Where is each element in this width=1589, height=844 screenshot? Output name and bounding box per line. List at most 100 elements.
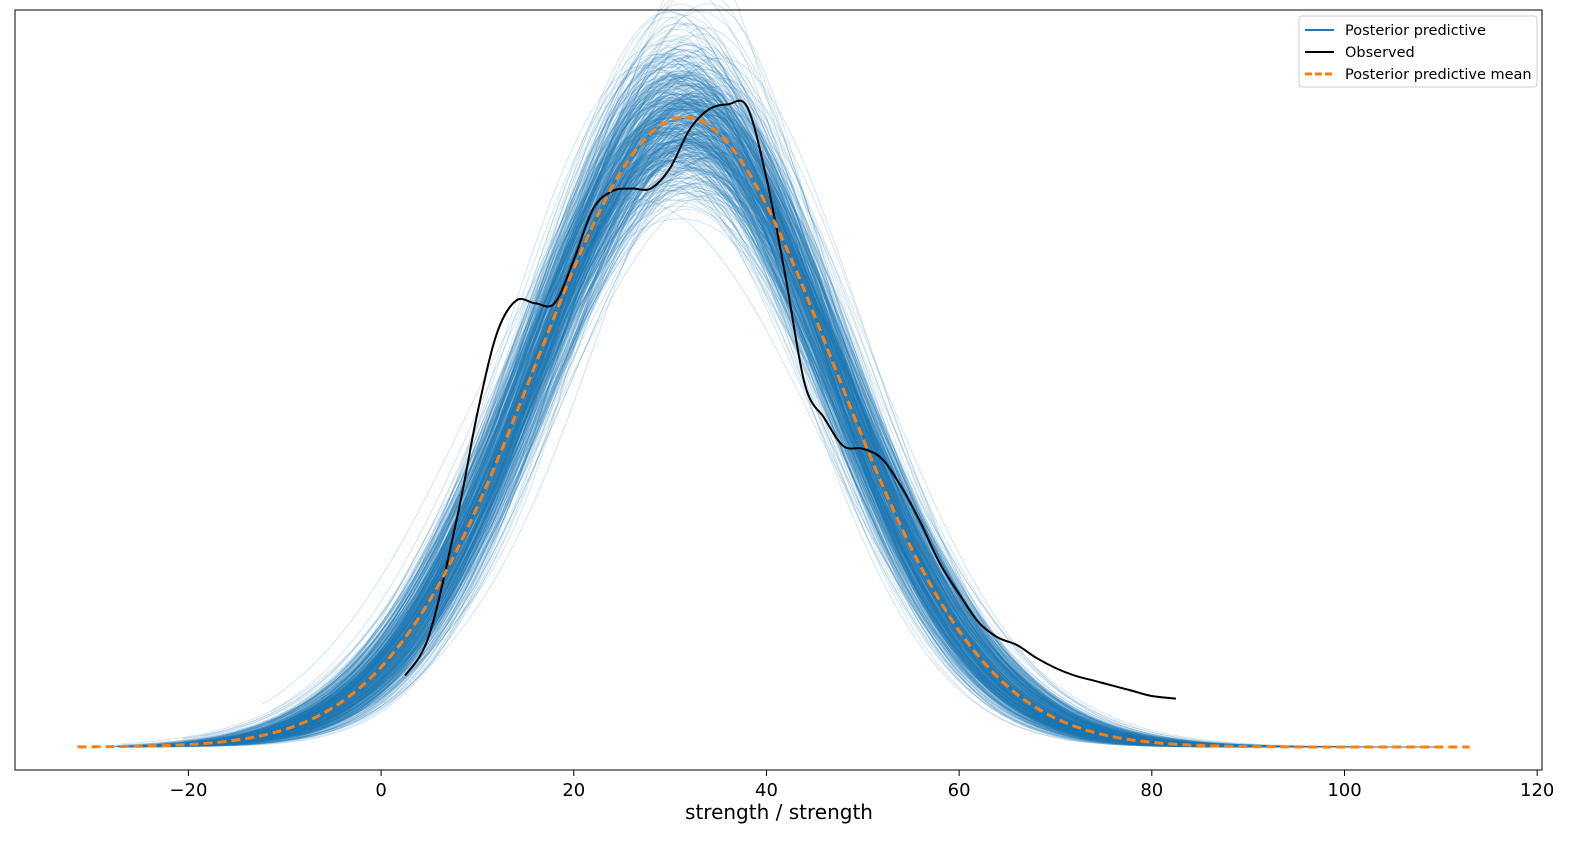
posterior-draw-line: [239, 159, 1204, 745]
legend-label-posterior-predictive: Posterior predictive: [1345, 23, 1486, 39]
posterior-draw-line: [282, 95, 1393, 748]
posterior-draw-line: [117, 56, 1263, 748]
posterior-draw-line: [234, 78, 1256, 748]
posterior-draw-line: [127, 145, 1397, 748]
posterior-draw-line: [177, 152, 1347, 748]
posterior-draw-line: [289, 113, 1309, 748]
x-tick-label: 20: [562, 780, 585, 801]
posterior-draw-line: [130, 131, 1203, 748]
posterior-draw-line: [225, 139, 1424, 748]
posterior-draw-line: [213, 76, 1206, 747]
posterior-draw-line: [259, 92, 1206, 746]
posterior-draw-line: [249, 120, 1248, 747]
posterior-draw-line: [220, 94, 1420, 748]
posterior-draw-line: [217, 91, 1330, 748]
posterior-draw-line: [148, 102, 1246, 747]
posterior-draw-line: [151, 126, 1280, 748]
posterior-draw-line: [302, 10, 1226, 748]
posterior-draw-line: [233, 56, 1241, 748]
posterior-draw-line: [245, 111, 1399, 748]
posterior-draw-line: [300, 126, 1271, 748]
posterior-draw-line: [155, 139, 1285, 748]
x-tick-label: −20: [169, 780, 207, 801]
posterior-draw-line: [195, 106, 1205, 747]
posterior-draw-line: [259, 155, 1253, 747]
posterior-draw-line: [117, 131, 1348, 748]
posterior-draw-line: [207, 159, 1296, 748]
posterior-draw-line: [267, 69, 1398, 748]
posterior-draw-line: [166, 70, 1272, 748]
posterior-draw-line: [176, 48, 1276, 748]
posterior-draw-line: [222, 96, 1206, 747]
posterior-draw-line: [224, 122, 1289, 748]
posterior-draw-line: [202, 91, 1228, 748]
posterior-draw-line: [231, 129, 1378, 748]
posterior-draw-line: [218, 171, 1244, 747]
posterior-draw-line: [291, 3, 1264, 748]
posterior-draw-line: [275, 74, 1298, 748]
posterior-draw-line: [296, 115, 1254, 748]
posterior-draw-line: [122, 0, 1299, 748]
posterior-draw-line: [231, 100, 1273, 748]
posterior-draw-line: [282, 107, 1425, 748]
posterior-draw-line: [282, 138, 1300, 748]
posterior-draw-line: [154, 109, 1319, 748]
posterior-draw-line: [147, 76, 1270, 748]
posterior-draw-line: [286, 133, 1262, 748]
posterior-draw-line: [131, 75, 1348, 748]
posterior-draw-line: [216, 16, 1221, 748]
posterior-draw-line: [247, 109, 1226, 747]
posterior-draw-line: [145, 88, 1211, 747]
posterior-draw-line: [219, 126, 1407, 748]
posterior-draw-line: [251, 137, 1215, 747]
posterior-draw-line: [124, 130, 1282, 748]
posterior-draw-line: [229, 50, 1209, 748]
posterior-draw-line: [138, 185, 1320, 748]
posterior-draw-line: [204, 103, 1360, 748]
posterior-draw-line: [234, 116, 1402, 748]
posterior-draw-line: [218, 92, 1341, 748]
posterior-draw-line: [295, 177, 1441, 748]
posterior-draw-line: [221, 133, 1252, 747]
posterior-draw-line: [127, 159, 1359, 748]
posterior-draw-line: [132, 153, 1216, 747]
posterior-draw-line: [160, 116, 1263, 747]
posterior-draw-line: [274, 123, 1214, 747]
posterior-draw-line: [113, 10, 1424, 748]
x-axis-label: strength / strength: [685, 800, 873, 824]
posterior-predictive-draws: [113, 0, 1441, 748]
posterior-draw-line: [289, 92, 1359, 748]
axes-frame: [14, 9, 1543, 771]
posterior-draw-line: [225, 76, 1263, 748]
posterior-draw-line: [160, 120, 1279, 748]
posterior-draw-line: [269, 167, 1263, 747]
posterior-draw-line: [199, 121, 1203, 746]
posterior-draw-line: [250, 123, 1249, 747]
posterior-draw-line: [149, 102, 1326, 748]
x-tick-label: 100: [1327, 780, 1361, 801]
posterior-draw-line: [157, 184, 1356, 748]
posterior-draw-line: [141, 168, 1370, 748]
posterior-draw-line: [285, 183, 1328, 748]
posterior-draw-line: [243, 109, 1371, 748]
posterior-draw-line: [297, 122, 1237, 747]
posterior-draw-line: [174, 63, 1210, 747]
posterior-draw-line: [298, 173, 1211, 745]
posterior-draw-line: [135, 0, 1367, 748]
posterior-draw-line: [201, 79, 1216, 747]
posterior-draw-line: [279, 55, 1270, 748]
posterior-draw-line: [257, 150, 1407, 748]
posterior-draw-line: [186, 40, 1415, 748]
posterior-draw-line: [137, 71, 1246, 748]
posterior-draw-line: [196, 158, 1363, 748]
posterior-draw-line: [255, 105, 1231, 747]
posterior-draw-line: [185, 115, 1431, 748]
posterior-draw-line: [264, 165, 1236, 746]
legend-label-observed: Observed: [1345, 45, 1415, 61]
posterior-draw-line: [294, 126, 1357, 748]
posterior-draw-line: [246, 76, 1204, 747]
posterior-draw-line: [189, 115, 1278, 748]
posterior-draw-line: [123, 83, 1201, 748]
posterior-draw-line: [284, 87, 1304, 748]
